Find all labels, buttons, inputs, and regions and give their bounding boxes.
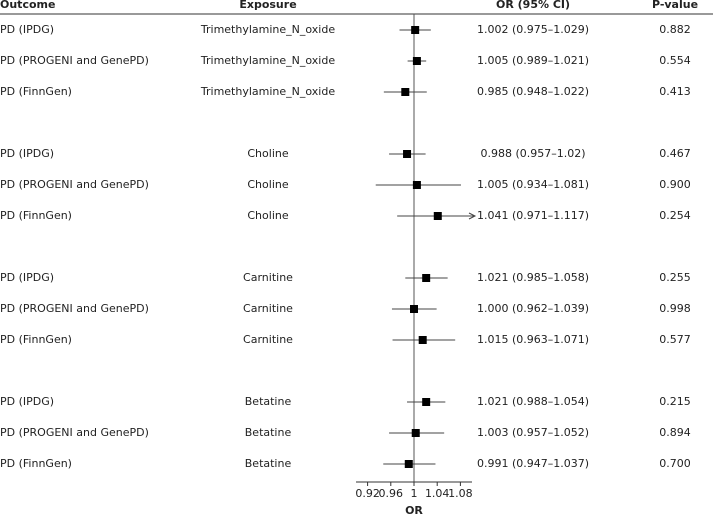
or-ci: 1.000 (0.962–1.039) [477, 302, 589, 315]
exposure: Trimethylamine_N_oxide [200, 54, 335, 67]
outcome: PD (PROGENI and GenePD) [0, 302, 149, 315]
column-header: P-value [652, 0, 698, 11]
exposure: Carnitine [243, 333, 293, 346]
or-ci: 0.985 (0.948–1.022) [477, 85, 589, 98]
outcome: PD (IPDG) [0, 147, 54, 160]
or-point [433, 212, 442, 220]
or-point [422, 274, 431, 282]
x-tick-label: 1.08 [448, 487, 473, 500]
or-ci: 1.021 (0.985–1.058) [477, 271, 589, 284]
exposure: Trimethylamine_N_oxide [200, 85, 335, 98]
p-value: 0.215 [659, 395, 691, 408]
outcome: PD (IPDG) [0, 23, 54, 36]
column-header: OR (95% CI) [496, 0, 570, 11]
exposure: Choline [247, 147, 288, 160]
outcome: PD (PROGENI and GenePD) [0, 426, 149, 439]
column-header: Outcome [0, 0, 55, 11]
or-ci: 1.005 (0.934–1.081) [477, 178, 589, 191]
or-point [403, 150, 412, 158]
p-value: 0.467 [659, 147, 691, 160]
outcome: PD (IPDG) [0, 271, 54, 284]
column-header: Exposure [239, 0, 296, 11]
outcome: PD (FinnGen) [0, 457, 72, 470]
or-point [401, 88, 410, 96]
p-value: 0.577 [659, 333, 691, 346]
or-point [412, 181, 421, 189]
x-tick-label: 0.92 [355, 487, 380, 500]
or-point [410, 305, 418, 313]
outcome: PD (PROGENI and GenePD) [0, 178, 149, 191]
outcome: PD (PROGENI and GenePD) [0, 54, 149, 67]
p-value: 0.882 [659, 23, 691, 36]
or-ci: 1.003 (0.957–1.052) [477, 426, 589, 439]
outcome: PD (FinnGen) [0, 209, 72, 222]
outcome: PD (FinnGen) [0, 85, 72, 98]
or-point [411, 26, 420, 34]
p-value: 0.413 [659, 85, 691, 98]
x-tick-label: 0.96 [379, 487, 404, 500]
exposure: Betatine [245, 395, 292, 408]
p-value: 0.254 [659, 209, 691, 222]
exposure: Betatine [245, 457, 292, 470]
ci-arrow [468, 212, 477, 220]
or-ci: 1.041 (0.971–1.117) [477, 209, 589, 222]
x-tick-label: 1.04 [425, 487, 450, 500]
outcome: PD (IPDG) [0, 395, 54, 408]
p-value: 0.894 [659, 426, 691, 439]
p-value: 0.255 [659, 271, 691, 284]
exposure: Choline [247, 178, 288, 191]
x-axis-label: OR [405, 504, 423, 517]
or-ci: 1.021 (0.988–1.054) [477, 395, 589, 408]
exposure: Carnitine [243, 302, 293, 315]
p-value: 0.900 [659, 178, 691, 191]
p-value: 0.554 [659, 54, 691, 67]
or-ci: 0.988 (0.957–1.02) [480, 147, 585, 160]
outcome: PD (FinnGen) [0, 333, 72, 346]
x-tick-label: 1 [411, 487, 418, 500]
exposure: Choline [247, 209, 288, 222]
p-value: 0.700 [659, 457, 691, 470]
or-point [404, 460, 413, 468]
or-ci: 1.002 (0.975–1.029) [477, 23, 589, 36]
exposure: Carnitine [243, 271, 293, 284]
exposure: Trimethylamine_N_oxide [200, 23, 335, 36]
or-ci: 1.015 (0.963–1.071) [477, 333, 589, 346]
or-point [412, 57, 421, 65]
or-point [418, 336, 427, 344]
or-ci: 1.005 (0.989–1.021) [477, 54, 589, 67]
exposure: Betatine [245, 426, 292, 439]
or-point [411, 429, 420, 437]
p-value: 0.998 [659, 302, 691, 315]
or-point [422, 398, 431, 406]
or-ci: 0.991 (0.947–1.037) [477, 457, 589, 470]
